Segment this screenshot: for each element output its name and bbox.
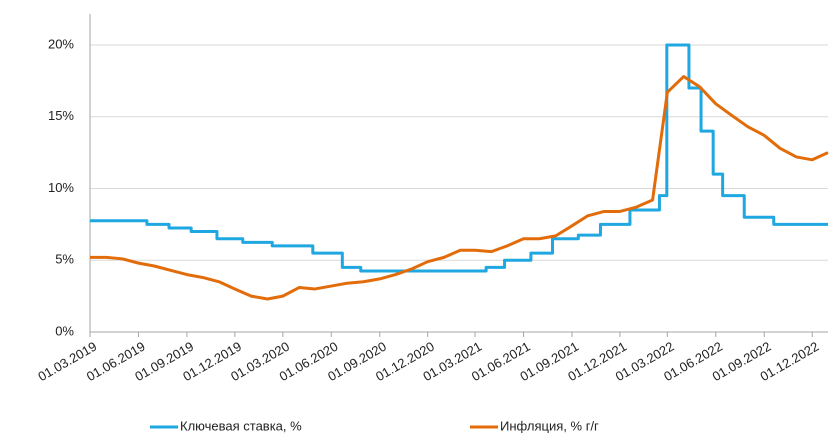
y-tick-label: 5% [55,252,74,267]
legend-label: Ключевая ставка, % [180,418,302,433]
series-line [90,43,828,273]
series-line [90,75,829,301]
y-tick-label: 20% [48,36,74,51]
y-tick-label: 0% [55,323,74,338]
y-tick-label: 10% [48,180,74,195]
y-tick-label: 15% [48,108,74,123]
legend-label: Инфляция, % г/г [500,418,599,433]
